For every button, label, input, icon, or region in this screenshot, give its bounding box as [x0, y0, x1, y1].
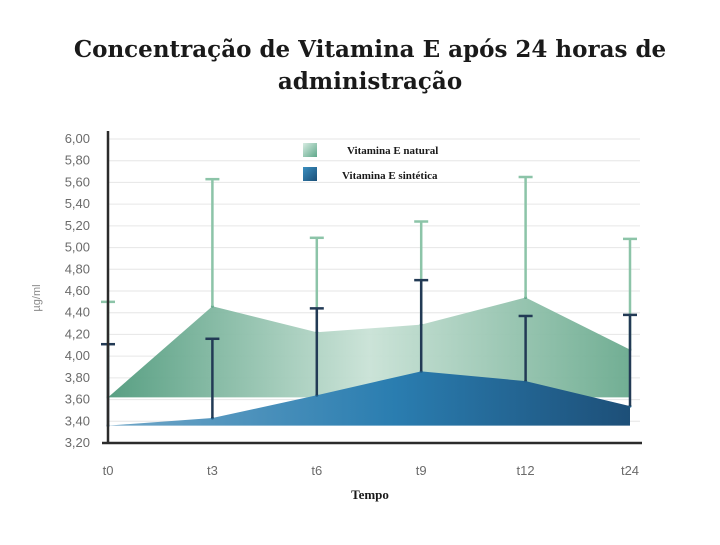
chart-title: Concentração de Vitamina E após 24 horas… — [73, 36, 667, 95]
y-tick-label: 3,40 — [65, 413, 90, 428]
y-axis-label: µg/ml — [31, 284, 43, 311]
legend-swatch-synthetic — [303, 167, 317, 181]
y-tick-label: 4,00 — [65, 348, 90, 363]
y-tick-label: 6,00 — [65, 131, 90, 146]
y-tick-label: 5,40 — [65, 196, 90, 211]
y-tick-label: 3,20 — [65, 435, 90, 450]
y-tick-label: 3,60 — [65, 392, 90, 407]
y-tick-label: 5,20 — [65, 218, 90, 233]
y-tick-label: 5,00 — [65, 240, 90, 255]
y-tick-label: 4,40 — [65, 305, 90, 320]
x-tick-label: t0 — [103, 463, 114, 478]
x-tick-label: t6 — [311, 463, 322, 478]
x-tick-label: t24 — [621, 463, 639, 478]
x-tick-label: t3 — [207, 463, 218, 478]
series-area-synthetic — [108, 371, 630, 426]
y-tick-label: 4,60 — [65, 283, 90, 298]
x-tick-label: t9 — [416, 463, 427, 478]
y-tick-label: 4,20 — [65, 326, 90, 341]
series-area-natural — [108, 297, 630, 398]
y-tick-label: 5,80 — [65, 153, 90, 168]
y-tick-label: 4,80 — [65, 261, 90, 276]
x-tick-label: t12 — [517, 463, 535, 478]
y-tick-label: 5,60 — [65, 174, 90, 189]
legend-swatch-natural — [303, 143, 317, 157]
legend-label-synthetic: Vitamina E sintética — [342, 170, 438, 182]
legend-label-natural: Vitamina E natural — [347, 145, 438, 157]
y-tick-label: 3,80 — [65, 370, 90, 385]
x-axis-title: Tempo — [351, 487, 389, 502]
